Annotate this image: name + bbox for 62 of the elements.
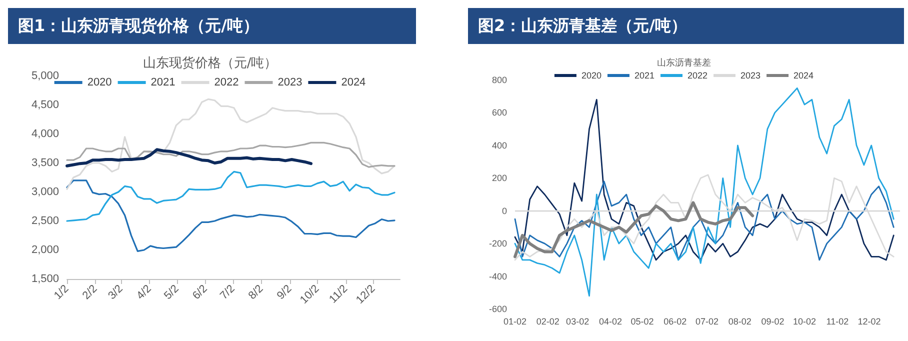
y-tick-label: 600 <box>492 108 507 118</box>
line-series <box>66 170 396 222</box>
x-tick-label: 09-02 <box>761 316 784 326</box>
line-series <box>514 87 894 297</box>
y-tick-label: 3,000 <box>31 186 59 198</box>
x-tick-label: 7/2 <box>218 282 238 302</box>
line-series <box>66 148 313 168</box>
legend-label: 2021 <box>150 76 176 88</box>
x-tick-label: 12-02 <box>858 316 881 326</box>
x-tick-label: 07-02 <box>695 316 718 326</box>
x-tick-label: 08-02 <box>728 316 752 326</box>
x-tick-label: 02-02 <box>536 316 560 326</box>
x-tick-label: 3/2 <box>106 282 126 302</box>
x-tick-label: 11/2 <box>327 282 350 306</box>
legend-label: 2023 <box>278 76 302 88</box>
x-tick-label: 4/2 <box>134 282 154 302</box>
chart-subtitle: 山东沥青基差 <box>657 58 711 68</box>
legend-label: 2024 <box>341 76 366 88</box>
x-tick-label: 6/2 <box>190 282 210 302</box>
x-tick-label: 03-02 <box>566 316 590 326</box>
y-tick-label: 2,500 <box>31 215 59 227</box>
x-tick-label: 2/2 <box>80 282 100 302</box>
line-series <box>66 180 396 252</box>
y-tick-label: 400 <box>492 140 507 150</box>
y-tick-label: 5,000 <box>31 70 59 82</box>
legend-label: 2022 <box>214 76 239 88</box>
line-series <box>66 98 396 190</box>
x-tick-label: 01-02 <box>503 316 527 326</box>
legend-label: 2021 <box>634 70 654 80</box>
legend-label: 2023 <box>740 70 761 80</box>
y-tick-label: 2,000 <box>31 244 59 256</box>
line-series <box>66 142 396 168</box>
legend-label: 2020 <box>581 70 602 80</box>
chart-title: 图2：山东沥青基差（元/吨） <box>468 8 904 44</box>
x-tick-label: 10/2 <box>298 282 322 306</box>
x-tick-label: 1/2 <box>52 282 72 302</box>
x-tick-label: 04-02 <box>598 316 622 326</box>
line-series <box>514 98 894 261</box>
y-tick-label: 200 <box>492 173 507 184</box>
y-tick-label: 4,000 <box>31 128 59 140</box>
x-tick-label: 11-02 <box>826 316 849 326</box>
x-tick-label: 12/2 <box>354 282 378 306</box>
x-tick-label: 9/2 <box>274 282 294 302</box>
y-tick-label: 3,500 <box>31 157 59 169</box>
chart-subtitle: 山东现货价格（元/吨） <box>142 56 278 71</box>
y-tick-label: 4,500 <box>31 99 59 111</box>
x-tick-label: 8/2 <box>246 282 266 302</box>
y-tick-label: -400 <box>488 271 507 282</box>
x-tick-label: 06-02 <box>664 316 687 326</box>
x-tick-label: 10-02 <box>793 316 816 326</box>
line-series <box>514 201 754 258</box>
legend-label: 2020 <box>87 76 112 88</box>
y-tick-label: -200 <box>488 238 507 249</box>
y-tick-label: 0 <box>502 206 507 216</box>
x-tick-label: 05-02 <box>630 316 654 326</box>
chart-title: 图1：山东沥青现货价格（元/吨） <box>8 8 416 44</box>
legend-label: 2024 <box>794 70 814 80</box>
legend-label: 2022 <box>687 70 708 80</box>
y-tick-label: -600 <box>488 304 507 314</box>
y-tick-label: 1,500 <box>31 273 59 285</box>
x-tick-label: 5/2 <box>162 282 182 302</box>
y-tick-label: 800 <box>492 75 507 85</box>
